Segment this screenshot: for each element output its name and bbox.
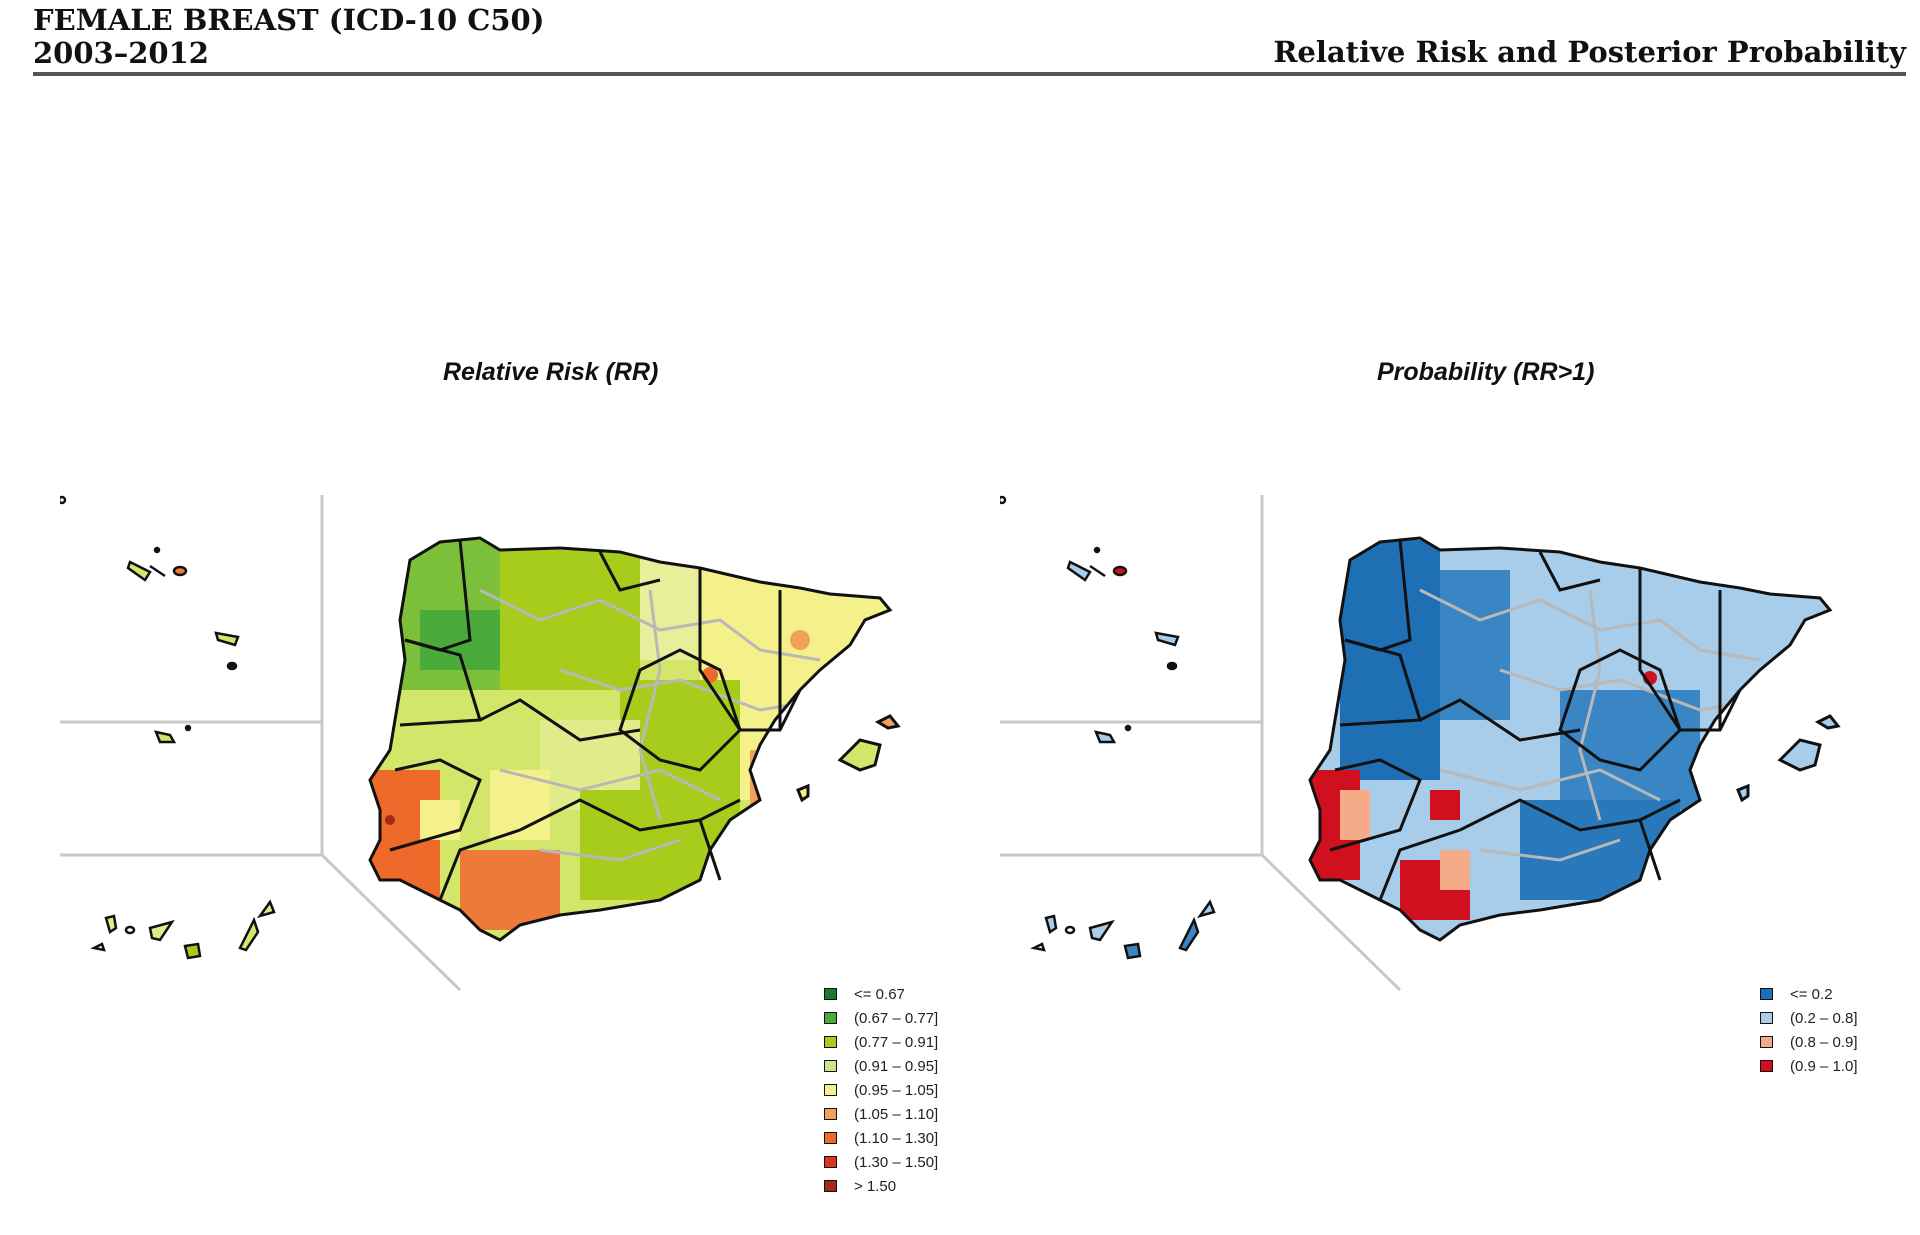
canary-islands: [1030, 899, 1216, 960]
legend-swatch: [1760, 1012, 1773, 1024]
legend-swatch: [824, 1084, 837, 1096]
legend-item: (1.05 – 1.10]: [824, 1102, 938, 1126]
legend-item: (0.77 – 0.91]: [824, 1030, 938, 1054]
balearic-islands: [1736, 714, 1841, 803]
legend-swatch: [824, 1180, 837, 1192]
legend-item: (1.30 – 1.50]: [824, 1150, 938, 1174]
region-borders: [368, 536, 893, 942]
region-borders: [1308, 536, 1833, 942]
rr-map-title: Relative Risk (RR): [443, 358, 659, 386]
inset-frame-lines: [60, 495, 462, 992]
title-line-2: 2003–2012: [33, 36, 209, 70]
legend-item: (1.10 – 1.30]: [824, 1126, 938, 1150]
azores-islands: [1000, 495, 1180, 671]
province-borders: [479, 588, 821, 862]
report-title: FEMALE BREAST (ICD-10 C50) 2003–2012: [33, 4, 544, 70]
prob-map-title: Probability (RR>1): [1377, 358, 1595, 386]
report-subtitle: Relative Risk and Posterior Probability: [1273, 35, 1906, 69]
legend-swatch: [1760, 988, 1773, 1000]
legend-swatch: [824, 988, 837, 1000]
legend-swatch: [824, 1060, 837, 1072]
legend-swatch: [1760, 1060, 1773, 1072]
madeira-islands: [153, 724, 192, 744]
legend-item: (0.9 – 1.0]: [1760, 1054, 1858, 1078]
rr-map: [60, 495, 901, 992]
prob-legend: <= 0.2 (0.2 – 0.8] (0.8 – 0.9] (0.9 – 1.…: [1760, 982, 1858, 1078]
legend-swatch: [824, 1156, 837, 1168]
legend-item: (0.2 – 0.8]: [1760, 1006, 1858, 1030]
legend-item: <= 0.67: [824, 982, 938, 1006]
legend-swatch: [824, 1012, 837, 1024]
legend-item: (0.95 – 1.05]: [824, 1078, 938, 1102]
legend-item: (0.67 – 0.77]: [824, 1006, 938, 1030]
azores-islands: [60, 495, 240, 671]
legend-item: <= 0.2: [1760, 982, 1858, 1006]
legend-item: (0.91 – 0.95]: [824, 1054, 938, 1078]
legend-swatch: [824, 1108, 837, 1120]
legend-swatch: [824, 1036, 837, 1048]
header-rule: [33, 72, 1906, 76]
canary-islands: [90, 899, 276, 960]
balearic-islands: [796, 714, 901, 803]
prob-map: [1000, 495, 1841, 992]
legend-swatch: [1760, 1036, 1773, 1048]
legend-swatch: [824, 1132, 837, 1144]
madeira-islands: [1093, 724, 1132, 744]
title-line-1: FEMALE BREAST (ICD-10 C50): [33, 3, 545, 37]
legend-item: (0.8 – 0.9]: [1760, 1030, 1858, 1054]
inset-frame-lines: [1000, 495, 1402, 992]
rr-legend: <= 0.67 (0.67 – 0.77] (0.77 – 0.91] (0.9…: [824, 982, 938, 1198]
legend-item: > 1.50: [824, 1174, 938, 1198]
